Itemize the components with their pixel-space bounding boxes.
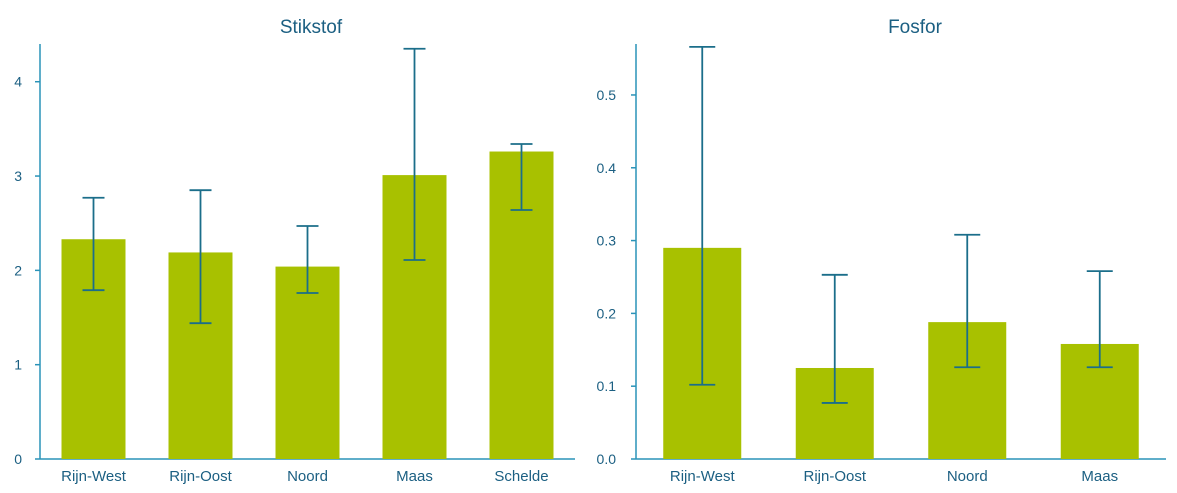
stikstof-error-bar-schelde [510, 143, 533, 211]
fosfor-x-tick-label-rijn-oost: Rijn-Oost [803, 468, 866, 485]
fosfor-chart-panel: Fosfor 0.0 0.1 0.2 0.3 0.4 0.5 Rijn-West Rijn-O… [597, 17, 1166, 485]
stikstof-error-bar-noord [296, 225, 319, 294]
fosfor-x-tick-label-maas: Maas [1081, 468, 1118, 485]
stikstof-y-tick-label: 0 [14, 451, 22, 467]
stikstof-bar-noord [275, 266, 340, 459]
stikstof-chart-title: Stikstof [280, 17, 343, 38]
stikstof-y-tick-label: 1 [14, 357, 22, 373]
stikstof-y-tick-label: 3 [14, 168, 22, 184]
fosfor-x-tick-label-rijn-west: Rijn-West [670, 468, 736, 485]
fosfor-y-tick-label: 0.3 [597, 233, 617, 249]
fosfor-chart-title: Fosfor [888, 17, 943, 38]
stikstof-y-tick-label: 4 [14, 74, 22, 90]
fosfor-y-tick-label: 0.4 [597, 160, 617, 176]
fosfor-y-tick-label: 0.5 [597, 87, 617, 103]
stikstof-error-bar-rijn-oost [189, 189, 212, 325]
stikstof-x-tick-label-rijn-west: Rijn-West [61, 468, 127, 485]
fosfor-y-tick-label: 0.1 [597, 378, 617, 394]
stikstof-error-bar-rijn-west [82, 196, 105, 292]
stikstof-x-tick-label-maas: Maas [396, 468, 433, 485]
stikstof-y-tick-label: 2 [14, 262, 22, 278]
stikstof-x-tick-label-noord: Noord [287, 468, 328, 485]
fosfor-y-tick-label: 0.2 [597, 305, 617, 321]
stikstof-error-bar-maas [403, 47, 426, 261]
stikstof-chart-panel: Stikstof 0 1 2 3 4 Rijn-West Rijn-Oost Noord Maa… [14, 17, 575, 485]
fosfor-error-bar-rijn-west [689, 46, 716, 386]
fosfor-error-bar-rijn-oost [821, 273, 848, 404]
fosfor-y-tick-label: 0.0 [597, 451, 617, 467]
fosfor-x-tick-label-noord: Noord [947, 468, 988, 485]
fosfor-error-bar-noord [954, 233, 981, 369]
fosfor-error-bar-maas [1086, 270, 1113, 369]
stikstof-x-tick-label-schelde: Schelde [494, 468, 548, 485]
stikstof-x-tick-label-rijn-oost: Rijn-Oost [169, 468, 232, 485]
